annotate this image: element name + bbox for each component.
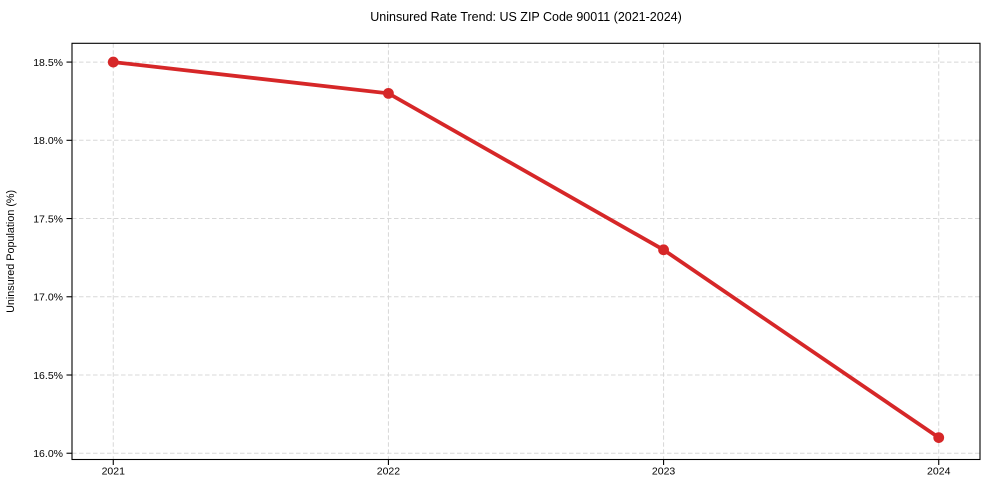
gridlines [72, 43, 980, 460]
plot-border [71, 42, 981, 461]
y-tick-label: 18.0% [33, 135, 63, 147]
y-tick-label: 18.5% [33, 57, 63, 69]
y-tick-label: 17.0% [33, 292, 63, 304]
chart-title: Uninsured Rate Trend: US ZIP Code 90011 … [370, 10, 682, 24]
trend-line [111, 60, 941, 440]
axis-ticks [66, 61, 940, 465]
y-tick-label: 16.5% [33, 370, 63, 382]
x-tick-label: 2022 [377, 466, 401, 478]
axis-tick-labels: 16.0% 16.5% 17.0% 17.5% 18.0% 18.5% 2021 2022 20… [33, 57, 950, 478]
data-point-marker [658, 244, 669, 256]
x-tick-label: 2024 [927, 466, 951, 478]
data-point-marker [383, 87, 394, 99]
x-tick-label: 2021 [102, 466, 126, 478]
data-point-marker [933, 432, 945, 443]
data-point-marker [107, 56, 119, 68]
data-series [107, 56, 945, 443]
y-tick-label: 17.5% [33, 213, 63, 225]
x-tick-label: 2023 [652, 466, 676, 478]
y-tick-label: 16.0% [33, 448, 63, 460]
y-axis-label: Uninsured Population (%) [5, 190, 17, 313]
